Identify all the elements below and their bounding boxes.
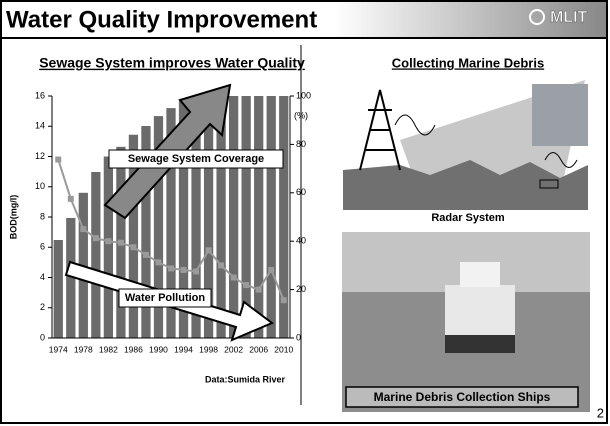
line-marker	[268, 266, 275, 273]
ship-bridge	[460, 262, 500, 287]
bar	[153, 116, 164, 338]
line-marker	[193, 268, 200, 275]
bar	[166, 108, 176, 338]
bar	[266, 96, 276, 338]
x-tick-label: 1994	[174, 344, 193, 354]
annotation-box	[118, 288, 212, 308]
radar-tower	[359, 89, 401, 171]
ship-caption-box	[345, 386, 579, 408]
bar	[216, 96, 226, 338]
line-marker	[205, 247, 212, 254]
line-marker	[180, 266, 187, 273]
y-tick-label: 0	[40, 332, 45, 342]
page-number: 2	[597, 405, 604, 420]
bar	[279, 96, 289, 338]
y-axis-label: BOD(mg/l)	[8, 195, 18, 240]
line-marker	[80, 226, 87, 233]
x-tick-label: 2002	[224, 344, 243, 354]
line-marker	[218, 262, 225, 269]
line-marker	[255, 286, 262, 293]
line-marker	[155, 259, 162, 266]
line-marker	[280, 297, 287, 304]
debris	[539, 179, 559, 189]
chart-title: Sewage System improves Water Quality	[39, 55, 305, 71]
header-bar	[2, 2, 606, 38]
series-annotation: Sewage System Coverage	[128, 153, 264, 165]
ship-body	[445, 285, 515, 335]
x-tick-label: 1998	[199, 344, 218, 354]
bar	[203, 96, 214, 338]
bar	[128, 134, 139, 338]
line-marker	[130, 244, 137, 251]
radar-sea	[343, 160, 588, 210]
bar	[141, 126, 151, 339]
bar	[228, 96, 239, 338]
x-tick-label: 1978	[74, 344, 93, 354]
bar	[66, 217, 76, 338]
bar	[254, 96, 264, 338]
line-marker	[105, 238, 112, 245]
chart-source: Data:Sumida River	[205, 374, 286, 384]
ship-hull	[445, 335, 515, 353]
x-tick-label: 2010	[274, 344, 293, 354]
bar	[103, 156, 114, 338]
logo: MLIT	[550, 9, 588, 26]
radar-waves	[394, 114, 578, 168]
y-tick-label: 10	[35, 181, 45, 191]
series-annotation: Water Pollution	[125, 292, 206, 304]
bar	[241, 96, 251, 338]
y-tick-label: 8	[40, 211, 45, 221]
annotation-box	[108, 149, 284, 169]
x-tick-label: 1982	[99, 344, 118, 354]
x-tick-label: 2006	[249, 344, 268, 354]
line-marker	[230, 274, 237, 281]
radar-diagram	[343, 76, 588, 210]
y-tick-label: 4	[40, 272, 45, 282]
line-marker	[55, 156, 62, 163]
bar	[178, 100, 189, 338]
line-marker	[67, 195, 74, 202]
line-marker	[142, 251, 149, 258]
y-tick-label: 12	[35, 151, 45, 161]
bar	[53, 239, 63, 338]
line-marker	[243, 282, 250, 289]
radar-photo	[532, 84, 588, 146]
y-tick-label: 16	[35, 90, 45, 100]
line-marker	[92, 235, 99, 242]
x-tick-label: 1990	[149, 344, 168, 354]
x-tick-label: 1986	[124, 344, 143, 354]
y2-tick-label: 100	[296, 90, 311, 100]
slide-title: Water Quality Improvement	[6, 6, 317, 33]
y2-tick-label: 0	[296, 332, 301, 342]
radar-caption: Radar System	[431, 212, 505, 224]
ship-photo	[342, 232, 590, 412]
y-tick-label: 14	[35, 121, 45, 131]
y-tick-label: 2	[40, 302, 45, 312]
line-marker	[168, 265, 174, 272]
bar	[91, 171, 101, 338]
line-marker	[117, 239, 124, 246]
right-title: Collecting Marine Debris	[392, 55, 544, 70]
x-tick-label: 1974	[49, 344, 68, 354]
y-tick-label: 6	[40, 242, 45, 252]
logo-mark	[529, 9, 545, 25]
ship-caption: Marine Debris Collection Ships	[374, 390, 551, 404]
bar	[191, 96, 201, 338]
